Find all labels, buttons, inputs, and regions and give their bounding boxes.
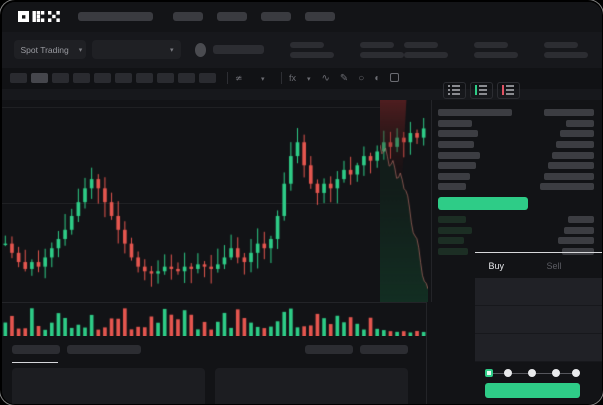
svg-text:≄: ≄ bbox=[235, 73, 243, 83]
svg-text:▾: ▾ bbox=[307, 76, 311, 83]
svg-text:fx: fx bbox=[289, 73, 297, 83]
svg-text:▾: ▾ bbox=[261, 76, 265, 83]
